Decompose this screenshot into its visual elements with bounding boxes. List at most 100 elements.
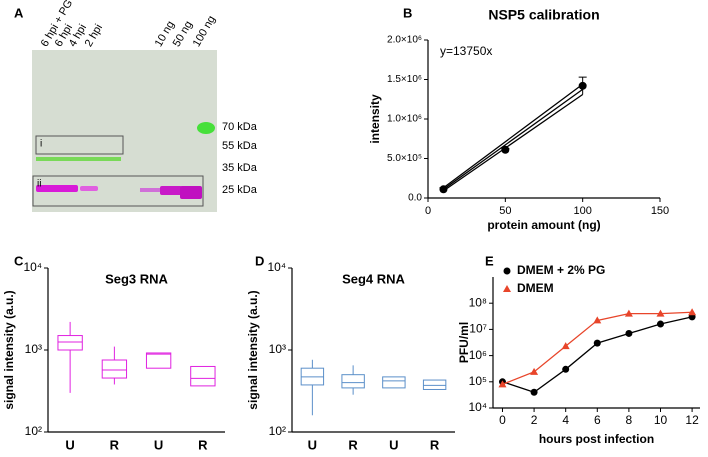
y-tick-label: 10³ bbox=[269, 342, 286, 356]
band bbox=[80, 186, 98, 191]
x-axis-label: protein amount (ng) bbox=[487, 218, 600, 232]
group-label: cytosolic bbox=[153, 455, 209, 457]
y-tick-label: 10⁴ bbox=[23, 260, 42, 274]
fit-line bbox=[443, 93, 584, 192]
y-tick-label: 10² bbox=[25, 424, 42, 438]
group-label: viroplasmic bbox=[297, 455, 369, 457]
group-label: cytosolic bbox=[386, 455, 442, 457]
series-line bbox=[502, 316, 693, 393]
band bbox=[160, 186, 182, 195]
legend-marker bbox=[503, 267, 511, 275]
chart-title: Seg4 RNA bbox=[342, 271, 405, 286]
x-tick-label: 12 bbox=[685, 413, 699, 427]
x-tick-label: U bbox=[65, 437, 74, 452]
fit-line bbox=[443, 88, 584, 190]
marker-label: 70 kDa bbox=[222, 121, 258, 133]
y-tick-label: 10⁴ bbox=[468, 400, 487, 414]
point bbox=[578, 81, 587, 90]
panel-label: C bbox=[14, 253, 24, 268]
marker-label: 35 kDa bbox=[222, 162, 258, 174]
y-tick-label: 1.5×10⁶ bbox=[387, 74, 422, 85]
legend-marker bbox=[503, 285, 511, 292]
lane-label: 2 hpi bbox=[83, 22, 105, 49]
fit-line bbox=[443, 83, 584, 189]
panel-label: D bbox=[255, 253, 264, 268]
x-tick-label: 0 bbox=[425, 205, 431, 217]
marker bbox=[593, 339, 601, 347]
x-axis-label: hours post infection bbox=[539, 432, 654, 446]
marker bbox=[625, 329, 633, 337]
band bbox=[36, 185, 78, 192]
chart-title: NSP5 calibration bbox=[488, 7, 599, 23]
box-ii bbox=[32, 175, 204, 207]
y-tick-label: 10⁶ bbox=[469, 348, 487, 362]
box-i bbox=[35, 135, 124, 155]
marker-label: 25 kDa bbox=[222, 184, 258, 196]
y-tick-label: 10³ bbox=[25, 342, 42, 356]
x-tick-label: U bbox=[154, 437, 163, 452]
x-tick-label: R bbox=[348, 437, 358, 452]
box bbox=[382, 376, 406, 389]
x-tick-label: 2 bbox=[531, 413, 538, 427]
legend-label: DMEM bbox=[517, 281, 554, 295]
y-axis-label: signal intensity (a.u.) bbox=[2, 290, 16, 409]
panel-label: B bbox=[403, 5, 412, 20]
y-axis-label: intensity bbox=[368, 94, 382, 144]
point bbox=[439, 185, 448, 194]
x-tick-label: 4 bbox=[562, 413, 569, 427]
marker bbox=[498, 380, 507, 388]
band bbox=[197, 122, 215, 134]
lane-label: 100 ng bbox=[191, 14, 218, 49]
marker bbox=[656, 309, 665, 317]
marker-label: 55 kDa bbox=[222, 140, 258, 152]
box bbox=[422, 379, 447, 390]
y-tick-label: 1.0×10⁶ bbox=[387, 114, 422, 125]
marker bbox=[561, 342, 570, 350]
x-tick-label: U bbox=[389, 437, 398, 452]
marker bbox=[688, 308, 697, 316]
point bbox=[501, 145, 510, 154]
chart-title: Seg3 RNA bbox=[105, 271, 168, 286]
y-tick-label: 10⁸ bbox=[469, 295, 487, 309]
x-tick-label: R bbox=[198, 437, 208, 452]
blot bbox=[32, 50, 217, 212]
box bbox=[341, 374, 365, 389]
band bbox=[140, 188, 160, 192]
marker bbox=[530, 367, 539, 375]
marker bbox=[530, 388, 538, 396]
y-tick-label: 0.0 bbox=[408, 193, 422, 204]
box-label: i bbox=[40, 139, 42, 150]
lane-label: 50 ng bbox=[171, 19, 195, 49]
x-tick-label: R bbox=[110, 437, 120, 452]
x-tick-label: 100 bbox=[573, 205, 591, 217]
box-label: ii bbox=[37, 179, 41, 190]
y-tick-label: 10⁴ bbox=[267, 260, 286, 274]
marker bbox=[562, 365, 570, 373]
y-tick-label: 2.0×10⁶ bbox=[387, 35, 422, 46]
group-label: viroplasmic bbox=[56, 455, 128, 457]
y-axis-label: signal intensity (a.u.) bbox=[246, 290, 260, 409]
y-tick-label: 10⁷ bbox=[469, 322, 487, 336]
band bbox=[36, 157, 121, 161]
panel-label: A bbox=[14, 5, 24, 20]
x-tick-label: 8 bbox=[626, 413, 633, 427]
y-tick-label: 10⁵ bbox=[469, 374, 487, 388]
x-tick-label: 150 bbox=[651, 205, 669, 217]
legend-label: DMEM + 2% PG bbox=[517, 263, 605, 277]
marker bbox=[624, 309, 633, 317]
band bbox=[180, 186, 202, 199]
x-tick-label: 10 bbox=[654, 413, 668, 427]
x-tick-label: 50 bbox=[499, 205, 511, 217]
x-tick-label: R bbox=[430, 437, 440, 452]
marker bbox=[593, 316, 602, 324]
box bbox=[57, 335, 83, 351]
y-tick-label: 5.0×10⁵ bbox=[387, 153, 422, 164]
x-tick-label: 0 bbox=[499, 413, 506, 427]
marker bbox=[656, 320, 664, 328]
y-axis-label: PFU/ml bbox=[457, 322, 471, 363]
annotation: y=13750x bbox=[440, 44, 492, 58]
x-tick-label: U bbox=[308, 437, 317, 452]
box bbox=[145, 352, 172, 369]
y-tick-label: 10² bbox=[269, 424, 286, 438]
